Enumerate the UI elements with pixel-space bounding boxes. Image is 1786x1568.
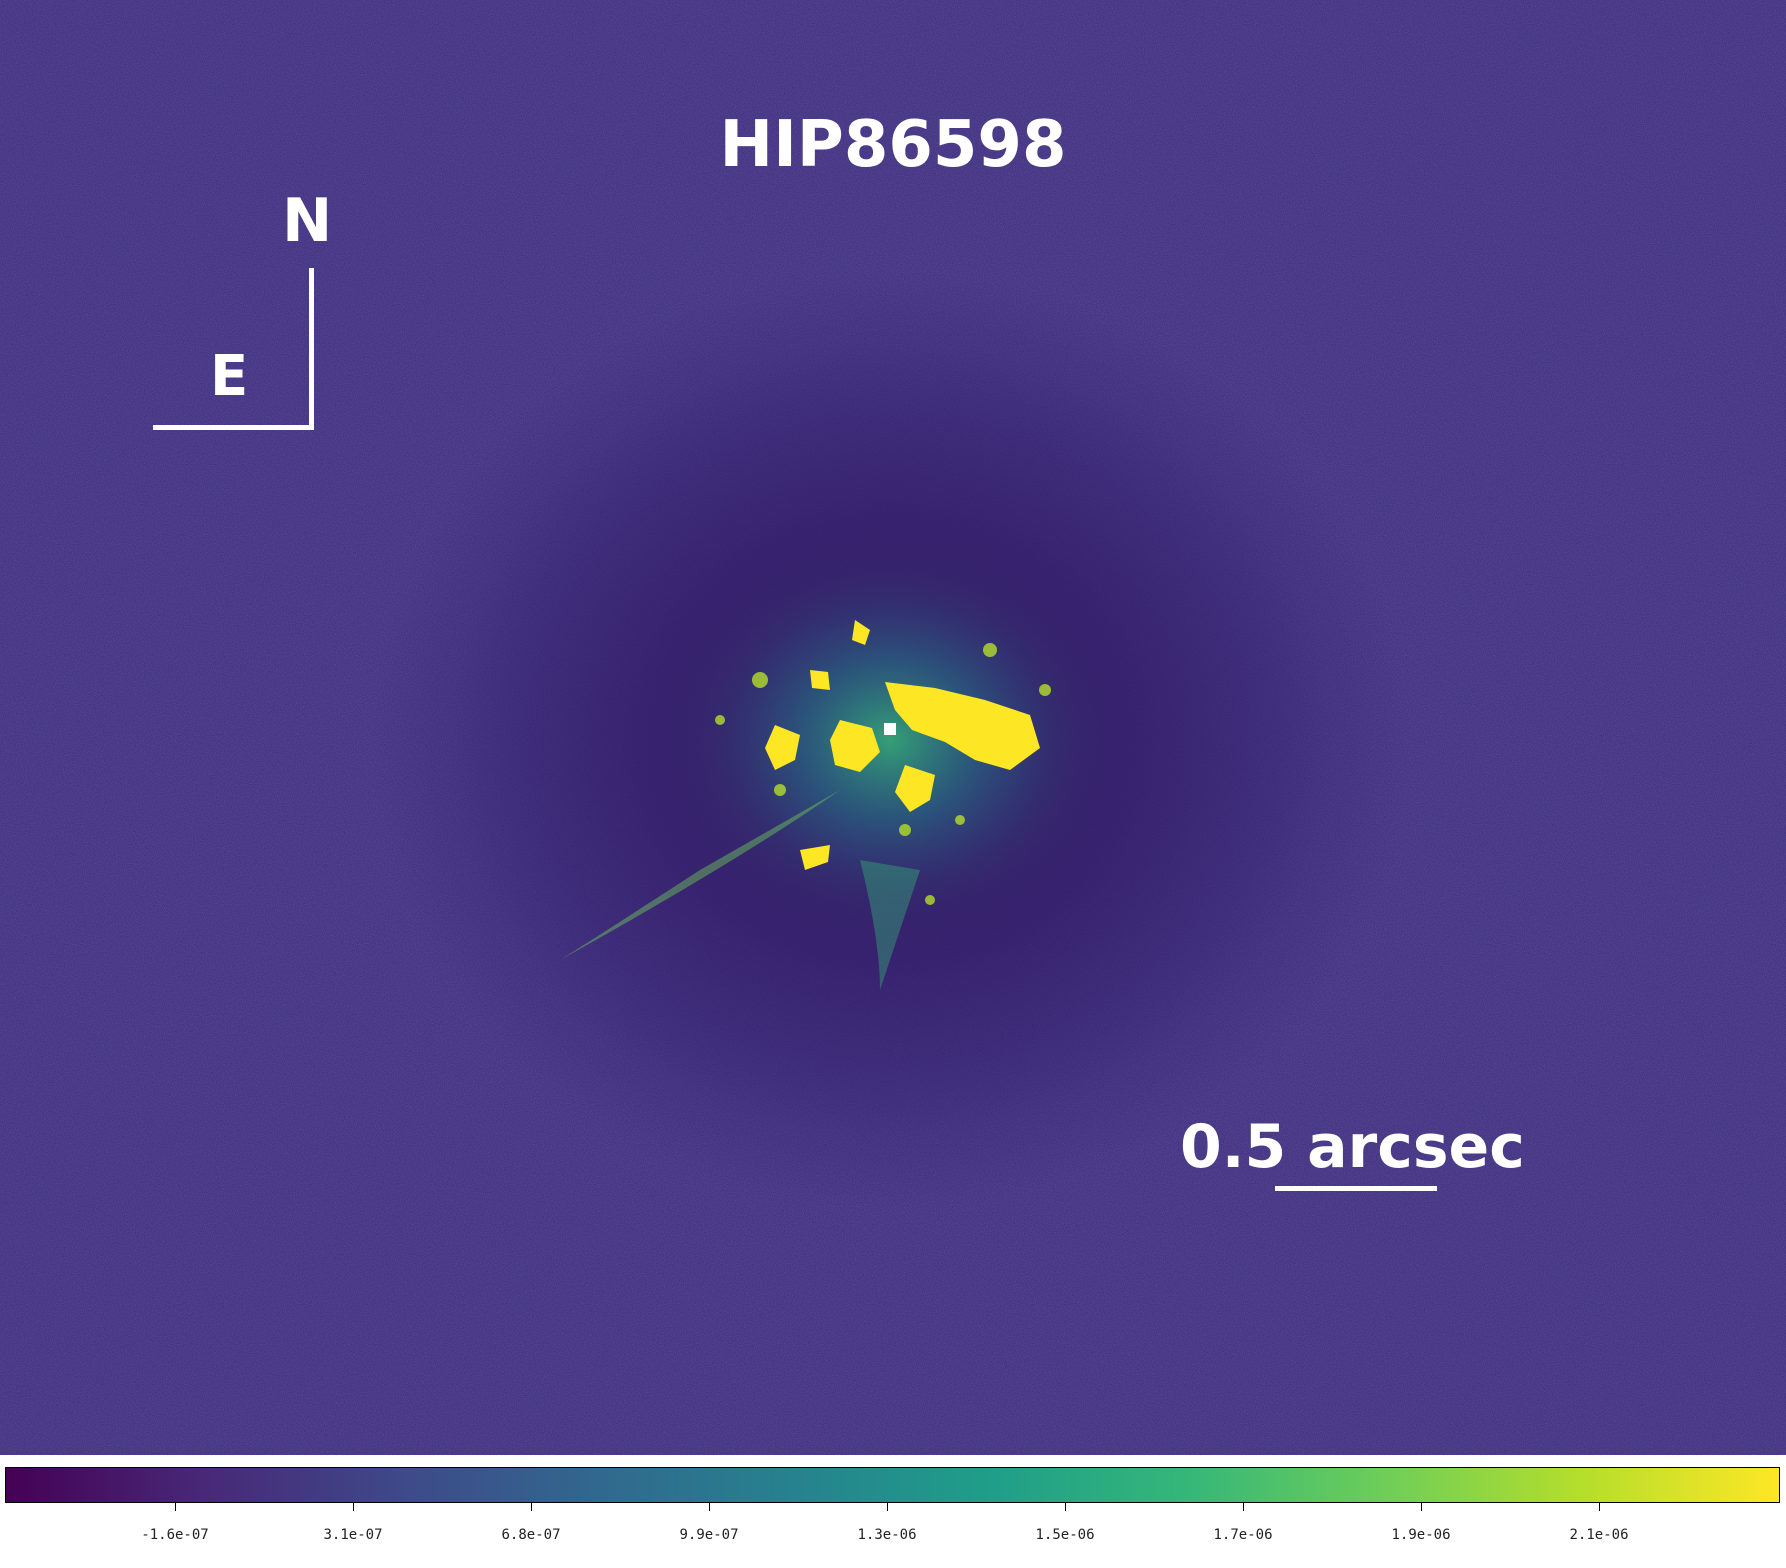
speckle-streak <box>560 790 840 960</box>
colorbar-tick-label: 6.8e-07 <box>501 1527 561 1543</box>
colorbar-tick-mark <box>175 1503 176 1511</box>
star-position-marker <box>884 723 896 735</box>
colorbar-tick-mark <box>353 1503 354 1511</box>
colorbar-tick-label: 3.1e-07 <box>323 1527 383 1543</box>
colorbar-tick-label: 1.9e-06 <box>1391 1527 1451 1543</box>
colorbar-tick-mark <box>1065 1503 1066 1511</box>
compass-north-label: N <box>282 186 333 256</box>
colorbar-ticks: -1.6e-07 3.1e-07 6.8e-07 9.9e-07 1.3e-06 1.5e… <box>5 1503 1780 1563</box>
colorbar-tick-mark <box>887 1503 888 1511</box>
colorbar-tick-label: -1.6e-07 <box>141 1527 209 1543</box>
scale-bar <box>1275 1186 1437 1191</box>
bright-speckles <box>765 620 1040 870</box>
colorbar-tick-mark <box>709 1503 710 1511</box>
figure-title: HIP86598 <box>719 108 1067 182</box>
colorbar-tick-mark <box>531 1503 532 1511</box>
colorbar-tick-label: 1.5e-06 <box>1035 1527 1095 1543</box>
coronagraph-image: HIP86598 N E 0.5 arcsec <box>0 0 1786 1455</box>
compass-north-arrow <box>309 268 314 430</box>
colorbar-tick-mark <box>1599 1503 1600 1511</box>
speckle-halo <box>630 510 1150 970</box>
image-rendering <box>0 0 1786 1455</box>
colorbar-tick-mark <box>1421 1503 1422 1511</box>
colorbar-tick-label: 1.7e-06 <box>1213 1527 1273 1543</box>
colorbar-panel: -1.6e-07 3.1e-07 6.8e-07 9.9e-07 1.3e-06 1.5e… <box>0 1460 1786 1568</box>
scale-bar-label: 0.5 arcsec <box>1180 1112 1525 1182</box>
panel-separator <box>0 1455 1786 1460</box>
colorbar-tick-label: 9.9e-07 <box>679 1527 739 1543</box>
compass-east-arrow <box>153 425 314 430</box>
colorbar-tick-label: 1.3e-06 <box>857 1527 917 1543</box>
colorbar <box>5 1467 1780 1503</box>
faint-speckles <box>715 643 1051 905</box>
colorbar-tick-label: 2.1e-06 <box>1569 1527 1629 1543</box>
compass-east-label: E <box>210 344 249 409</box>
colorbar-tick-mark <box>1243 1503 1244 1511</box>
